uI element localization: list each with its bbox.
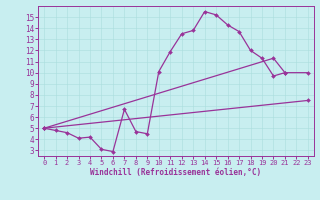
X-axis label: Windchill (Refroidissement éolien,°C): Windchill (Refroidissement éolien,°C)	[91, 168, 261, 177]
